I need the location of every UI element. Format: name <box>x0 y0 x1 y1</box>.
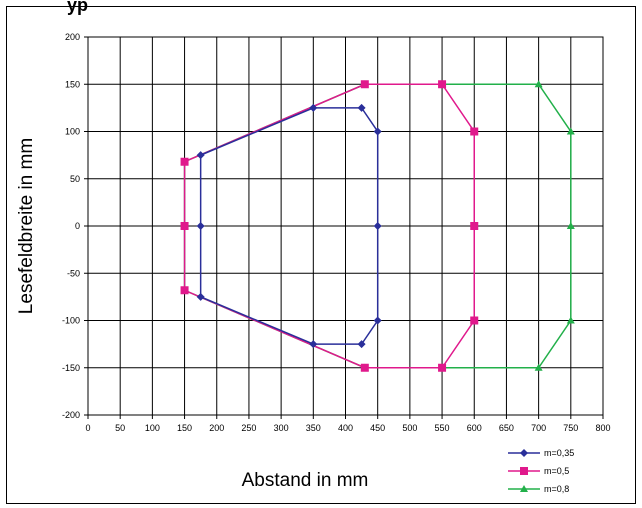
data-point <box>180 286 189 295</box>
legend: m=0,35 m=0,5 m=0,8 <box>508 448 574 494</box>
y-tick-label: 150 <box>65 79 80 89</box>
x-tick-labels: 0 50 100 150 200 250 300 350 400 450 500 550 600 650 7… <box>85 415 611 433</box>
data-point <box>309 103 318 112</box>
data-point <box>470 222 479 230</box>
x-tick-label: 150 <box>177 423 192 433</box>
y-tick-label: -200 <box>62 410 80 420</box>
data-point <box>534 363 543 371</box>
data-point <box>373 127 382 136</box>
x-tick-label: 550 <box>435 423 450 433</box>
x-tick-label: 650 <box>499 423 514 433</box>
x-tick-label: 200 <box>209 423 224 433</box>
x-tick-label: 450 <box>370 423 385 433</box>
data-point <box>360 363 369 372</box>
grid-lines <box>87 36 604 416</box>
data-point <box>470 316 479 325</box>
data-point <box>373 222 382 230</box>
x-tick-label: 400 <box>338 423 353 433</box>
x-tick-label: 50 <box>115 423 125 433</box>
legend-label: m=0,35 <box>544 448 574 458</box>
data-point <box>438 80 447 89</box>
data-point <box>180 157 189 166</box>
legend-marker <box>520 449 528 457</box>
series-m=0,5 <box>180 80 479 372</box>
data-point <box>534 80 543 88</box>
x-tick-label: 250 <box>241 423 256 433</box>
legend-label: m=0,8 <box>544 484 569 494</box>
legend-entry: m=0,35 <box>508 448 574 458</box>
y-tick-label: 200 <box>65 32 80 42</box>
x-axis-title: Abstand in mm <box>242 470 369 491</box>
y-tick-label: 0 <box>75 221 80 231</box>
data-point <box>196 222 205 230</box>
x-tick-label: 700 <box>531 423 546 433</box>
cropped-title: yp <box>67 0 89 15</box>
x-tick-label: 0 <box>85 423 90 433</box>
data-point <box>360 80 369 89</box>
data-point <box>566 316 575 324</box>
data-point <box>309 340 318 349</box>
series-group <box>180 80 575 372</box>
data-point <box>196 151 205 160</box>
x-tick-label: 350 <box>306 423 321 433</box>
y-tick-labels: 200 150 100 50 0 -50 -100 -150 -200 <box>62 32 88 420</box>
data-point <box>566 222 575 229</box>
legend-entry: m=0,8 <box>508 484 569 494</box>
y-tick-label: -150 <box>62 363 80 373</box>
x-tick-label: 100 <box>145 423 160 433</box>
y-tick-label: -100 <box>62 316 80 326</box>
legend-marker <box>520 467 528 475</box>
data-point <box>196 292 205 301</box>
data-point <box>373 316 382 325</box>
legend-label: m=0,5 <box>544 466 569 476</box>
data-point <box>357 103 366 112</box>
data-point <box>180 222 189 230</box>
series-m=0,35 <box>196 103 382 349</box>
y-tick-label: 100 <box>65 127 80 137</box>
y-tick-label: -50 <box>67 268 80 278</box>
x-tick-label: 300 <box>274 423 289 433</box>
x-tick-label: 750 <box>563 423 578 433</box>
data-point <box>438 363 447 372</box>
data-point <box>470 127 479 136</box>
legend-marker <box>520 485 528 492</box>
y-tick-label: 50 <box>70 174 80 184</box>
x-tick-label: 600 <box>467 423 482 433</box>
chart-frame: yp <box>6 0 636 504</box>
data-point <box>357 340 366 349</box>
y-axis-title: Lesefeldbreite in mm <box>16 138 37 314</box>
legend-entry: m=0,5 <box>508 466 569 476</box>
x-tick-label: 800 <box>595 423 610 433</box>
data-point <box>566 127 575 135</box>
x-tick-label: 500 <box>402 423 417 433</box>
